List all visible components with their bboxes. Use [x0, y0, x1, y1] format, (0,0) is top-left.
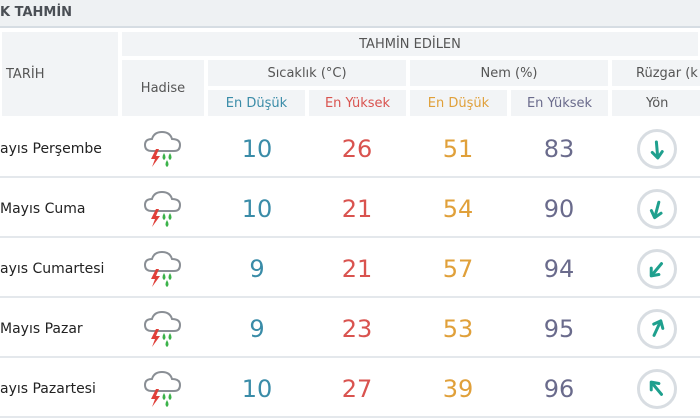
- temperature-header-label: Sıcaklık (°C): [267, 65, 347, 81]
- temp-max-value: 21: [341, 195, 373, 223]
- humidity-max-value: 96: [543, 375, 575, 403]
- row-date: ayıs Pazartesi: [0, 381, 96, 397]
- wind-arrow-icon: [652, 319, 665, 337]
- hum-min-subheader: En Düşük: [408, 88, 509, 118]
- temp-max-value: 26: [341, 135, 373, 163]
- humidity-min-value: 51: [442, 135, 474, 163]
- date-column-header: TARİH: [0, 30, 120, 118]
- hum-max-subheader: En Yüksek: [509, 88, 610, 118]
- wind-dial: [637, 249, 677, 289]
- wind-arrow-icon: [649, 380, 663, 396]
- row-date: Mayıs Cuma: [0, 201, 86, 217]
- wind-direction: [614, 360, 700, 418]
- temp-min-value: 10: [241, 135, 273, 163]
- hum-min-subheader-label: En Düşük: [427, 95, 490, 111]
- table-row: [0, 180, 700, 238]
- humidity-header-label: Nem (%): [480, 65, 538, 81]
- temp-min-value: 9: [249, 255, 265, 283]
- forecast-title: K TAHMİN: [0, 0, 700, 28]
- temp-max-subheader-label: En Yüksek: [324, 95, 391, 111]
- thunderstorm-rain-icon: [120, 120, 206, 178]
- wind-dial: [637, 369, 677, 409]
- wind-header-label: Rüzgar (k: [636, 65, 698, 81]
- temp-max-value: 21: [341, 255, 373, 283]
- wind-direction: [614, 300, 700, 358]
- table-row: [0, 300, 700, 358]
- row-date: ayıs Cumartesi: [0, 261, 105, 277]
- humidity-min-value: 57: [442, 255, 474, 283]
- humidity-min-value: 39: [442, 375, 474, 403]
- humidity-max-value: 90: [543, 195, 575, 223]
- date-header-label: TARİH: [6, 66, 45, 82]
- temperature-group-header: Sıcaklık (°C): [206, 58, 408, 88]
- wind-group-header: Rüzgar (k: [610, 58, 700, 88]
- wind-dial: [637, 309, 677, 349]
- wind-direction: [614, 180, 700, 238]
- wind-arrow-icon: [649, 262, 663, 278]
- thunderstorm-rain-icon: [120, 240, 206, 298]
- temp-max-value: 27: [341, 375, 373, 403]
- humidity-max-value: 83: [543, 135, 575, 163]
- row-date: Mayıs Pazar: [0, 321, 83, 337]
- thunderstorm-rain-icon: [120, 180, 206, 238]
- humidity-group-header: Nem (%): [408, 58, 610, 88]
- hum-max-subheader-label: En Yüksek: [526, 95, 593, 111]
- humidity-max-value: 95: [543, 315, 575, 343]
- wind-direction: [614, 240, 700, 298]
- wind-arrow-icon: [649, 200, 663, 220]
- wind-arrow-icon: [650, 140, 664, 160]
- wind-direction-subheader-label: Yön: [646, 95, 669, 111]
- temp-min-value: 10: [241, 195, 273, 223]
- humidity-min-value: 54: [442, 195, 474, 223]
- table-row: [0, 120, 700, 178]
- event-column-header: Hadise: [120, 58, 206, 118]
- humidity-min-value: 53: [442, 315, 474, 343]
- thunderstorm-rain-icon: [120, 300, 206, 358]
- wind-direction-subheader: Yön: [610, 88, 700, 118]
- temp-max-value: 23: [341, 315, 373, 343]
- wind-direction: [614, 120, 700, 178]
- forecast-group-label: TAHMİN EDİLEN: [359, 36, 461, 52]
- table-row: [0, 240, 700, 298]
- thunderstorm-rain-icon: [120, 360, 206, 418]
- row-date: ayıs Perşembe: [0, 141, 102, 157]
- table-row: [0, 360, 700, 418]
- temp-min-subheader: En Düşük: [206, 88, 307, 118]
- forecast-group-header: TAHMİN EDİLEN: [120, 30, 700, 58]
- humidity-max-value: 94: [543, 255, 575, 283]
- wind-dial: [637, 129, 677, 169]
- wind-dial: [637, 189, 677, 229]
- temp-max-subheader: En Yüksek: [307, 88, 408, 118]
- temp-min-subheader-label: En Düşük: [225, 95, 288, 111]
- temp-min-value: 9: [249, 315, 265, 343]
- temp-min-value: 10: [241, 375, 273, 403]
- event-header-label: Hadise: [140, 80, 186, 96]
